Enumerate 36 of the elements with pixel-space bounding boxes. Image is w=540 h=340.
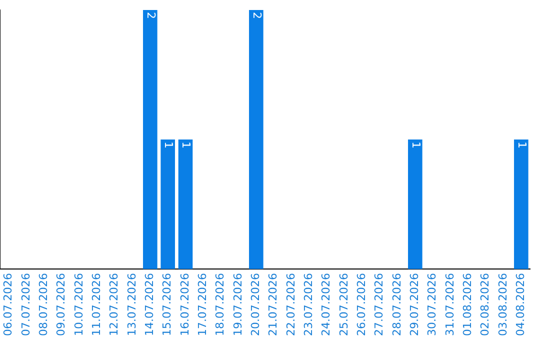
x-tick-label: 09.07.2026 xyxy=(54,273,68,336)
x-tick-label: 12.07.2026 xyxy=(108,273,121,336)
x-tick-label: 24.07.2026 xyxy=(320,273,333,336)
x-tick-label: 03.08.2026 xyxy=(496,273,510,336)
x-tick-label: 23.07.2026 xyxy=(302,273,316,336)
x-tick-label: 07.07.2026 xyxy=(19,273,32,336)
x-tick-label: 14.07.2026 xyxy=(143,273,156,336)
x-tick-label: 18.07.2026 xyxy=(214,273,227,336)
x-tick-label: 21.07.2026 xyxy=(266,273,280,336)
x-tick-label: 20.07.2026 xyxy=(249,273,262,336)
x-tick-label: 15.07.2026 xyxy=(160,273,174,336)
x-tick-label: 17.07.2026 xyxy=(196,273,210,336)
x-tick-label: 06.07.2026 xyxy=(2,273,15,336)
x-tick-label: 16.07.2026 xyxy=(178,273,192,336)
data-label: 1 xyxy=(409,142,422,149)
x-tick-label: 19.07.2026 xyxy=(231,273,244,336)
x-tick-label: 28.07.2026 xyxy=(390,273,404,336)
x-tick-label: 22.07.2026 xyxy=(284,273,298,336)
x-tick-label: 25.07.2026 xyxy=(337,273,350,336)
x-tick-label: 13.07.2026 xyxy=(125,273,138,336)
data-label: 1 xyxy=(180,142,193,149)
x-tick-label: 02.08.2026 xyxy=(478,273,492,336)
data-label: 2 xyxy=(144,12,158,19)
x-tick-label: 31.07.2026 xyxy=(443,273,456,336)
data-label: 1 xyxy=(162,142,175,149)
data-label: 2 xyxy=(250,12,264,19)
x-tick-label: 08.07.2026 xyxy=(37,273,50,336)
x-tick-label: 29.07.2026 xyxy=(408,273,422,336)
x-tick-label: 10.07.2026 xyxy=(72,273,86,336)
x-tick-label: 01.08.2026 xyxy=(461,273,474,336)
x-tick-label: 26.07.2026 xyxy=(355,273,368,336)
x-tick-label: 30.07.2026 xyxy=(426,273,439,336)
x-tick-label: 11.07.2026 xyxy=(90,273,104,336)
data-label: 1 xyxy=(515,142,528,149)
x-tick-label: 27.07.2026 xyxy=(372,273,386,336)
x-tick-label: 04.08.2026 xyxy=(514,273,528,336)
